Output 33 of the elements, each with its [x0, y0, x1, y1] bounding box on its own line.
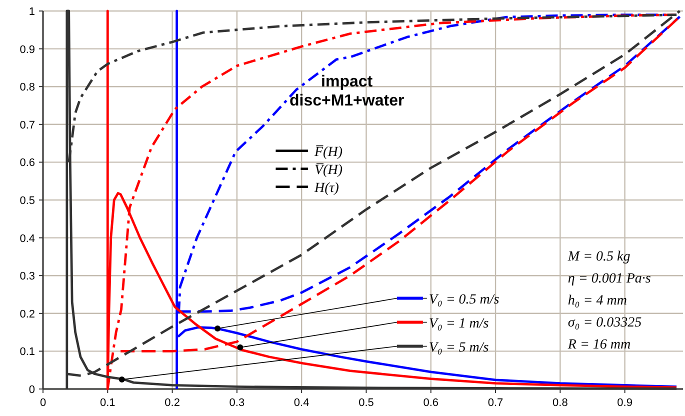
annotation: h₀ = 4 mm: [568, 293, 627, 308]
annotation: V̅(H): [314, 162, 343, 178]
annotation: η = 0.001 Pa·s: [568, 271, 652, 286]
y-tick-label: 0.5: [20, 195, 35, 207]
x-tick-label: 0.3: [229, 397, 245, 409]
y-tick-label: 1: [28, 6, 35, 18]
x-tick-label: 0: [40, 397, 46, 409]
y-tick-label: 0.4: [20, 232, 35, 245]
y-tick-label: 0.3: [20, 270, 35, 283]
annotation: F̅(H): [314, 144, 343, 160]
y-tick-label: 0: [28, 384, 35, 396]
y-tick-label: 0.8: [20, 82, 35, 94]
x-tick-label: 0.5: [358, 397, 374, 409]
x-tick-label: 0.1: [100, 397, 116, 409]
annotation: σ₀ = 0.03325: [568, 315, 642, 330]
y-tick-label: 0.7: [20, 119, 35, 132]
annotation: R = 16 mm: [566, 337, 631, 352]
annotation: H(τ): [314, 180, 340, 196]
x-tick-label: 0.6: [423, 397, 439, 409]
x-tick-label: 0.4: [294, 397, 310, 409]
y-tick-label: 0.1: [20, 346, 35, 358]
x-tick-label: 0.8: [552, 397, 568, 409]
annotation: V₀ = 0.5 m/s: [428, 292, 500, 308]
x-tick-label: 0.2: [164, 397, 180, 409]
annotation: V₀ = 1 m/s: [428, 316, 490, 332]
annotation: M = 0.5 kg: [566, 249, 630, 264]
x-tick-label: 0.7: [488, 397, 504, 409]
y-tick-label: 0.9: [20, 44, 35, 56]
text: impact disc+M1+water: [289, 74, 404, 110]
annotation: V₀ = 5 m/s: [428, 340, 490, 356]
y-tick-label: 0.6: [20, 157, 35, 170]
x-tick-label: 0.9: [617, 397, 632, 409]
y-tick-label: 0.2: [20, 308, 35, 320]
